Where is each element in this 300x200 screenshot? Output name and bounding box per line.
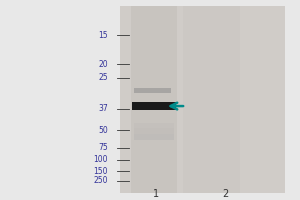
Text: 20: 20 <box>98 60 108 69</box>
FancyBboxPatch shape <box>134 128 174 134</box>
Text: 25: 25 <box>98 73 108 82</box>
Text: 1: 1 <box>153 189 159 199</box>
Text: 50: 50 <box>98 126 108 135</box>
FancyBboxPatch shape <box>134 88 171 93</box>
FancyBboxPatch shape <box>134 123 174 128</box>
FancyBboxPatch shape <box>132 102 176 110</box>
Text: 150: 150 <box>94 167 108 176</box>
Text: 37: 37 <box>98 104 108 113</box>
FancyBboxPatch shape <box>120 6 285 193</box>
Text: 250: 250 <box>94 176 108 185</box>
FancyBboxPatch shape <box>130 6 177 193</box>
Text: 2: 2 <box>222 189 228 199</box>
FancyBboxPatch shape <box>134 134 174 140</box>
Text: 75: 75 <box>98 143 108 152</box>
Text: 100: 100 <box>94 155 108 164</box>
FancyBboxPatch shape <box>183 6 240 193</box>
Text: 15: 15 <box>98 31 108 40</box>
